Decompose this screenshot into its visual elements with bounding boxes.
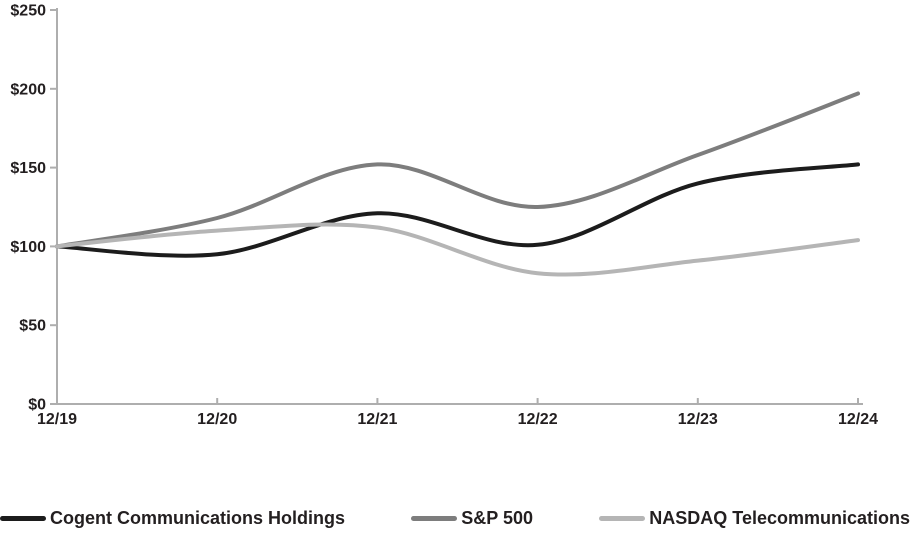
x-tick-label: 12/21: [357, 411, 397, 428]
y-tick-label: $50: [19, 318, 46, 335]
legend-item-nasdaq-telecom: NASDAQ Telecommunications: [599, 508, 910, 529]
y-tick-label: $100: [10, 239, 46, 256]
series-line-2: [55, 222, 860, 277]
x-tick-label: 12/19: [37, 411, 77, 428]
legend-label-sp500: S&P 500: [461, 507, 533, 528]
y-tick-label: $250: [10, 3, 46, 20]
legend-swatch-cogent: [0, 515, 46, 521]
x-tick-label: 12/20: [197, 411, 237, 428]
y-tick-label: $200: [10, 81, 46, 98]
performance-chart: $0 $50 $100 $150 $200 $250 12/19 12/20 12/21 12/2…: [10, 3, 878, 429]
x-tick-label: 12/24: [838, 411, 878, 428]
chart-legend: Cogent Communications Holdings S&P 500 N…: [0, 502, 910, 534]
legend-label-cogent: Cogent Communications Holdings: [50, 507, 345, 528]
legend-swatch-sp500: [411, 515, 458, 521]
x-tick-label: 12/22: [518, 411, 558, 428]
x-tick-label: 12/23: [678, 411, 718, 428]
y-tick-label: $0: [28, 397, 46, 414]
series-line-0: [55, 162, 860, 258]
legend-label-nasdaq-telecom: NASDAQ Telecommunications: [649, 507, 910, 528]
y-tick-label: $150: [10, 160, 46, 177]
series-line-1: [55, 91, 860, 249]
legend-swatch-nasdaq-telecom: [599, 515, 646, 521]
legend-item-sp500: S&P 500: [411, 508, 533, 529]
legend-item-cogent: Cogent Communications Holdings: [0, 508, 345, 529]
